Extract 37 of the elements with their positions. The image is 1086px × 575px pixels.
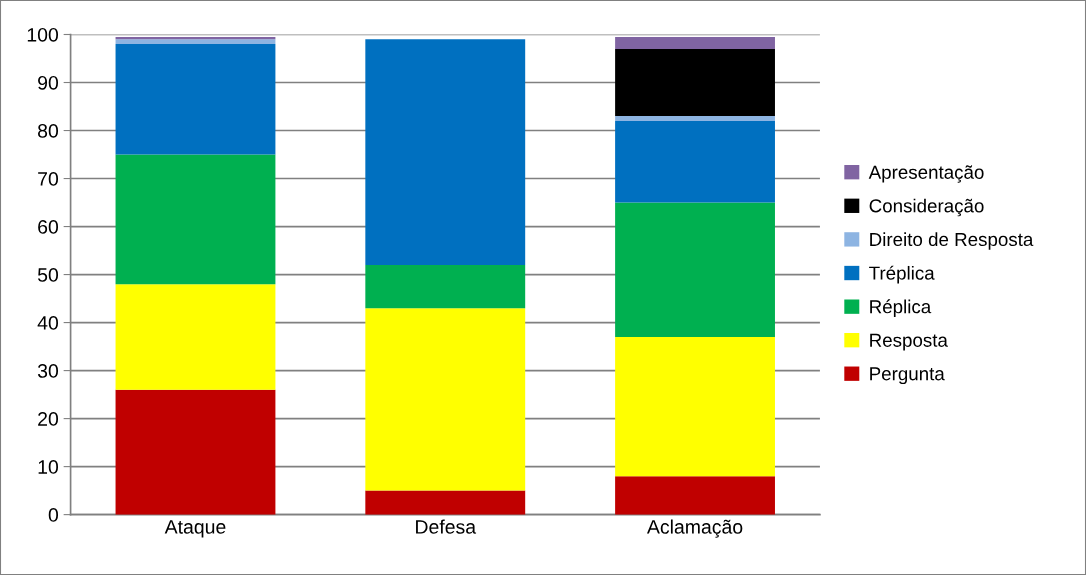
legend-label: Apresentação [868, 165, 984, 183]
bar [615, 336, 775, 477]
legend-label: Resposta [870, 333, 948, 351]
y-tick-label: 90 [38, 75, 59, 90]
bar [115, 389, 276, 515]
bar [115, 44, 276, 155]
bar [365, 39, 526, 265]
bar [615, 36, 775, 49]
y-tick-label: 10 [38, 460, 59, 474]
bar [615, 202, 775, 337]
bar [115, 154, 276, 285]
y-tick-label: 100 [27, 27, 59, 42]
y-tick-label: 40 [37, 316, 59, 330]
legend-label: Pergunta [870, 367, 945, 385]
bar [615, 476, 775, 515]
y-tick-label: 70 [38, 172, 59, 186]
y-tick-label: 20 [38, 412, 59, 426]
y-tick-label: 0 [48, 508, 59, 522]
y-tick-label: 50 [37, 268, 59, 282]
legend-label: Consideração [869, 198, 984, 217]
bar [365, 490, 526, 515]
bar [115, 39, 276, 45]
legend-label: Direito de Resposta [870, 232, 1034, 250]
x-tick-label: Aclamação [646, 519, 743, 538]
bar [365, 308, 526, 491]
bar [615, 116, 775, 121]
legend-label: Tréplica [869, 265, 935, 284]
bar [365, 264, 526, 309]
bar [115, 284, 276, 390]
legend-label: Réplica [870, 299, 932, 318]
x-tick-label: Ataque [164, 520, 226, 538]
y-tick-label: 30 [37, 364, 59, 378]
bar [615, 120, 775, 203]
y-tick-label: 60 [38, 220, 59, 234]
y-tick-label: 80 [38, 123, 59, 138]
bar [615, 48, 775, 117]
x-tick-label: Defesa [416, 519, 477, 534]
